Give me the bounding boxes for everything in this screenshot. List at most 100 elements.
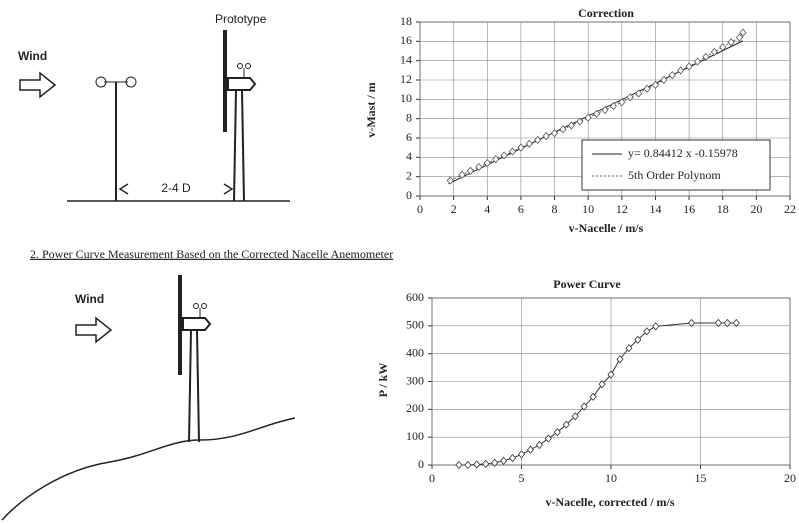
- data-point: [542, 131, 550, 141]
- data-point: [739, 28, 747, 37]
- y-tick-label: 8: [406, 110, 412, 124]
- tower: [233, 89, 245, 202]
- y-tick-label: 500: [406, 318, 424, 332]
- data-point: [651, 80, 659, 89]
- x-tick-label: 6: [518, 202, 524, 216]
- y-tick-label: 300: [406, 373, 424, 387]
- x-tick-label: 2: [451, 202, 457, 216]
- y-tick-label: 14: [400, 52, 412, 66]
- data-point: [732, 318, 740, 328]
- x-tick-label: 5: [519, 471, 525, 485]
- data-point: [601, 105, 609, 115]
- legend-label: 5th Order Polynom: [628, 168, 721, 182]
- diagram-top: Wind Prototype 2-4 D: [18, 12, 290, 202]
- data-point: [473, 460, 481, 469]
- data-point: [723, 318, 731, 328]
- data-point: [517, 143, 525, 152]
- x-tick-label: 8: [552, 202, 558, 216]
- data-point: [553, 428, 561, 437]
- data-point: [685, 62, 693, 71]
- y-tick-label: 0: [418, 457, 424, 471]
- data-point: [535, 440, 543, 450]
- wind-arrow: [75, 316, 113, 344]
- prototype-label: Prototype: [215, 12, 267, 26]
- wind-label: Wind: [18, 49, 47, 63]
- data-point: [616, 355, 624, 364]
- data-point: [609, 101, 617, 111]
- data-point: [677, 66, 685, 75]
- data-point: [598, 380, 606, 389]
- y-axis-label: v-Mast / m: [364, 82, 378, 137]
- section-heading: 2. Power Curve Measurement Based on the …: [30, 247, 393, 261]
- data-point: [483, 159, 491, 168]
- data-point: [660, 75, 668, 85]
- cup: [237, 63, 243, 69]
- data-point: [482, 459, 490, 469]
- y-axis-label: P / kW: [376, 363, 390, 398]
- data-point: [526, 445, 534, 454]
- legend-label: y= 0.84412 x -0.15978: [628, 146, 738, 160]
- data-point: [525, 139, 533, 148]
- data-point: [458, 170, 466, 179]
- distance-label: 2-4 D: [161, 181, 191, 195]
- nacelle: [182, 317, 212, 331]
- y-tick-label: 200: [406, 401, 424, 415]
- data-point: [580, 402, 588, 411]
- cup: [125, 76, 137, 88]
- data-point: [625, 343, 633, 353]
- y-tick-label: 0: [406, 188, 412, 202]
- data-point: [534, 135, 542, 145]
- chart-title: Correction: [578, 6, 634, 20]
- x-tick-label: 12: [616, 202, 628, 216]
- wind-arrow: [19, 71, 57, 99]
- data-point: [508, 147, 517, 156]
- cup: [245, 63, 251, 69]
- data-point: [544, 434, 552, 443]
- data-point: [693, 57, 702, 66]
- data-point: [643, 84, 651, 93]
- data-point: [567, 121, 575, 130]
- data-point: [710, 47, 718, 57]
- data-point: [551, 129, 559, 138]
- x-tick-label: 16: [683, 202, 695, 216]
- cup: [193, 303, 199, 309]
- y-tick-label: 4: [406, 149, 412, 163]
- data-point: [635, 89, 643, 98]
- data-point: [446, 176, 454, 185]
- x-tick-label: 22: [784, 202, 796, 216]
- y-tick-label: 10: [400, 91, 412, 105]
- data-point: [509, 453, 517, 463]
- data-point: [607, 370, 615, 379]
- data-point: [584, 113, 592, 122]
- data-point: [719, 43, 727, 52]
- x-axis-label: v-Nacelle / m/s: [569, 221, 644, 235]
- data-point: [500, 456, 508, 465]
- x-tick-label: 0: [417, 202, 423, 216]
- y-tick-label: 6: [406, 130, 412, 144]
- x-tick-label: 15: [695, 471, 707, 485]
- data-point: [736, 33, 744, 42]
- x-tick-label: 14: [649, 202, 661, 216]
- x-tick-label: 10: [605, 471, 617, 485]
- data-point: [466, 166, 474, 175]
- data-point: [571, 412, 579, 421]
- data-point: [492, 155, 500, 164]
- wind-label: Wind: [75, 292, 104, 306]
- data-point: [668, 71, 676, 80]
- x-tick-label: 0: [429, 471, 435, 485]
- diagram-bottom: Wind: [1, 275, 296, 521]
- nacelle: [227, 77, 257, 91]
- data-point: [702, 52, 710, 61]
- data-point: [652, 322, 660, 331]
- data-point: [626, 93, 634, 102]
- y-tick-label: 100: [406, 429, 424, 443]
- x-tick-label: 10: [582, 202, 594, 216]
- cup: [201, 303, 207, 309]
- y-tick-label: 2: [406, 168, 412, 182]
- data-point: [727, 38, 735, 47]
- x-tick-label: 20: [784, 471, 796, 485]
- distance-arrows: [118, 183, 234, 195]
- hill: [1, 417, 296, 521]
- chart: 0 100 200 300 400 500 600 0 5 10 15 20 Power Curve v-…: [376, 277, 796, 509]
